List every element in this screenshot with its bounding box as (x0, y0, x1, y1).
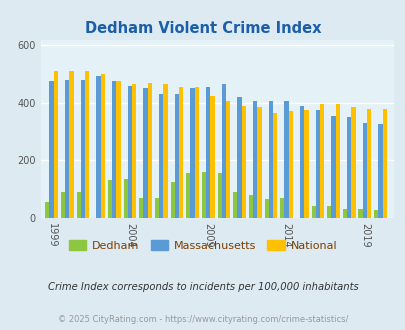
Bar (128, 85, 132, 218)
Bar (85, 71, 89, 218)
Bar (373, 210, 377, 218)
Bar (311, 206, 315, 218)
Text: Crime Index corresponds to incidents per 100,000 inhabitants: Crime Index corresponds to incidents per… (47, 282, 358, 292)
Bar (100, 74, 104, 218)
Bar (96, 76, 100, 218)
Bar (268, 101, 272, 218)
Bar (241, 106, 245, 218)
Bar (108, 181, 112, 218)
Text: Dedham Violent Crime Index: Dedham Violent Crime Index (85, 21, 320, 36)
Bar (174, 94, 179, 218)
Bar (123, 179, 128, 218)
Bar (358, 209, 362, 218)
Bar (279, 198, 284, 218)
Bar (232, 192, 237, 218)
Bar (326, 206, 330, 218)
Bar (190, 88, 194, 218)
Bar (248, 195, 252, 218)
Bar (284, 101, 288, 218)
Bar (201, 172, 206, 218)
Bar (170, 182, 174, 218)
Bar (330, 116, 335, 218)
Bar (315, 110, 319, 218)
Bar (159, 94, 163, 218)
Bar (237, 97, 241, 218)
Bar (77, 192, 81, 218)
Bar (264, 199, 268, 218)
Bar (132, 84, 136, 218)
Bar (163, 84, 167, 218)
Bar (194, 87, 198, 218)
Bar (221, 84, 226, 218)
Bar (350, 107, 355, 218)
Bar (154, 198, 159, 218)
Bar (226, 101, 230, 218)
Bar (81, 80, 85, 218)
Bar (346, 117, 350, 218)
Bar (217, 173, 221, 218)
Bar (45, 202, 49, 218)
Bar (53, 71, 58, 218)
Bar (288, 112, 292, 218)
Legend: Dedham, Massachusetts, National: Dedham, Massachusetts, National (64, 236, 341, 255)
Bar (335, 104, 339, 218)
Bar (49, 81, 53, 218)
Bar (206, 87, 210, 218)
Bar (366, 109, 370, 218)
Bar (342, 209, 346, 218)
Bar (377, 124, 382, 218)
Bar (319, 104, 324, 218)
Bar (304, 110, 308, 218)
Bar (382, 109, 386, 218)
Bar (112, 81, 116, 218)
Bar (272, 113, 277, 218)
Bar (299, 106, 304, 218)
Bar (147, 83, 151, 218)
Bar (69, 71, 73, 218)
Bar (186, 173, 190, 218)
Bar (210, 96, 214, 218)
Bar (116, 81, 120, 218)
Bar (139, 198, 143, 218)
Bar (362, 123, 366, 218)
Bar (65, 80, 69, 218)
Bar (252, 101, 257, 218)
Text: © 2025 CityRating.com - https://www.cityrating.com/crime-statistics/: © 2025 CityRating.com - https://www.city… (58, 315, 347, 324)
Bar (179, 87, 183, 218)
Bar (257, 107, 261, 218)
Bar (61, 192, 65, 218)
Bar (143, 88, 147, 218)
